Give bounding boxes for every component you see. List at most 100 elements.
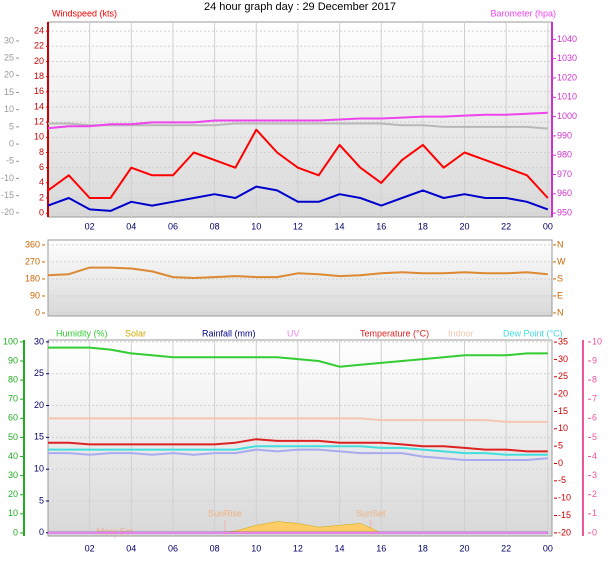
series-line (47, 266, 548, 279)
y-tick-label: 6 (39, 162, 44, 172)
y2-tick-label: N (557, 307, 564, 317)
y-tick-label: 8 (39, 147, 44, 157)
annotation: SunSet (356, 508, 386, 518)
x-tick-label: 10 (251, 221, 261, 231)
annotation: MoonSet (97, 526, 134, 536)
y2-tick-label: 990 (557, 130, 572, 140)
y3-tick-label: 10 (8, 508, 18, 518)
y3-tick-label: 25 (4, 52, 14, 62)
y2-tick-label: N (557, 239, 564, 249)
page-title: 24 hour graph day : 29 December 2017 (204, 1, 396, 13)
y-tick-label: 22 (34, 41, 44, 51)
y2-tick-label: 25 (558, 371, 568, 381)
series-line (48, 417, 548, 423)
y2-tick-label: 35 (558, 336, 568, 346)
x-tick-label: 18 (418, 543, 428, 553)
x-tick-label: 00 (543, 543, 553, 553)
y3-tick-label: 70 (8, 394, 18, 404)
y4-tick-label: 0 (592, 527, 597, 537)
legend-entry: Temperature (°C) (360, 328, 429, 338)
y4-tick-label: 5 (592, 432, 597, 442)
x-tick-label: 06 (168, 221, 178, 231)
series-line (47, 111, 548, 130)
y-tick-label: 24 (34, 25, 44, 35)
y-tick-label: 14 (34, 101, 44, 111)
y3-tick-label: -5 (6, 156, 14, 166)
y2-tick-label: 970 (557, 169, 572, 179)
y-tick-label: 15 (34, 432, 44, 442)
y2-tick-label: 10 (558, 423, 568, 433)
x-tick-label: 12 (293, 221, 303, 231)
y2-tick-label: 20 (558, 388, 568, 398)
x-tick-label: 22 (501, 221, 511, 231)
x-tick-label: 08 (210, 221, 220, 231)
y4-tick-label: 8 (592, 374, 597, 384)
y-tick-label: 0 (39, 208, 44, 218)
y3-tick-label: 40 (8, 451, 18, 461)
plot-area (47, 339, 553, 537)
y2-tick-label: -10 (558, 493, 571, 503)
x-tick-label: 02 (85, 221, 95, 231)
y3-tick-label: 0 (13, 527, 18, 537)
y2-tick-label: 0 (558, 458, 563, 468)
x-tick-label: 16 (376, 221, 386, 231)
y4-tick-label: 2 (592, 489, 597, 499)
y2-tick-label: 15 (558, 406, 568, 416)
y-tick-label: 20 (34, 400, 44, 410)
y-tick-label: 20 (34, 56, 44, 66)
y2-tick-label: 1000 (557, 111, 577, 121)
y2-tick-label: 1010 (557, 92, 577, 102)
y4-tick-label: 7 (592, 394, 597, 404)
x-tick-label: 02 (85, 543, 95, 553)
y2-tick-label: 1040 (557, 34, 577, 44)
y4-tick-label: 10 (592, 336, 602, 346)
x-tick-label: 18 (418, 221, 428, 231)
y-tick-label: 25 (34, 368, 44, 378)
y4-tick-label: 6 (592, 413, 597, 423)
y2-tick-label: -15 (558, 510, 571, 520)
y-tick-label: 10 (34, 132, 44, 142)
x-tick-label: 14 (335, 543, 345, 553)
series-line (47, 185, 549, 212)
y2-tick-label: 950 (557, 208, 572, 218)
x-tick-label: 06 (168, 543, 178, 553)
y3-tick-label: 30 (4, 35, 14, 45)
y3-tick-label: -15 (1, 190, 14, 200)
y3-tick-label: 10 (4, 104, 14, 114)
y2-tick-label: -20 (558, 527, 571, 537)
y-tick-label: 5 (39, 495, 44, 505)
y4-tick-label: 4 (592, 451, 597, 461)
y-tick-label: 4 (39, 177, 44, 187)
x-tick-label: 14 (335, 221, 345, 231)
x-tick-label: 00 (543, 221, 553, 231)
y3-tick-label: -20 (1, 207, 14, 217)
y-tick-label: 2 (39, 192, 44, 202)
y3-tick-label: 5 (9, 121, 14, 131)
x-tick-label: 12 (293, 543, 303, 553)
y-tick-label: 360 (25, 239, 40, 249)
y-tick-label: 270 (25, 256, 40, 266)
y4-tick-label: 9 (592, 355, 597, 365)
y-tick-label: 12 (34, 117, 44, 127)
y-tick-label: 90 (30, 290, 40, 300)
y4-tick-label: 1 (592, 508, 597, 518)
legend-entry: Dew Point (°C) (503, 328, 563, 338)
y-tick-label: 16 (34, 86, 44, 96)
y-tick-label: 18 (34, 71, 44, 81)
x-tick-label: 08 (210, 543, 220, 553)
y4-tick-label: 3 (592, 470, 597, 480)
y2-tick-label: 980 (557, 150, 572, 160)
y3-tick-label: 30 (8, 470, 18, 480)
series-line (48, 448, 548, 461)
series-line (48, 445, 548, 456)
annotation: SunRise (208, 508, 242, 518)
y3-tick-label: 80 (8, 374, 18, 384)
legend-entry: Barometer (hpa) (490, 8, 556, 18)
y2-tick-label: 1030 (557, 53, 577, 63)
y2-tick-label: W (557, 256, 566, 266)
y3-tick-label: 50 (8, 432, 18, 442)
series-line (48, 346, 548, 368)
y2-tick-label: 960 (557, 188, 572, 198)
x-tick-label: 16 (376, 543, 386, 553)
